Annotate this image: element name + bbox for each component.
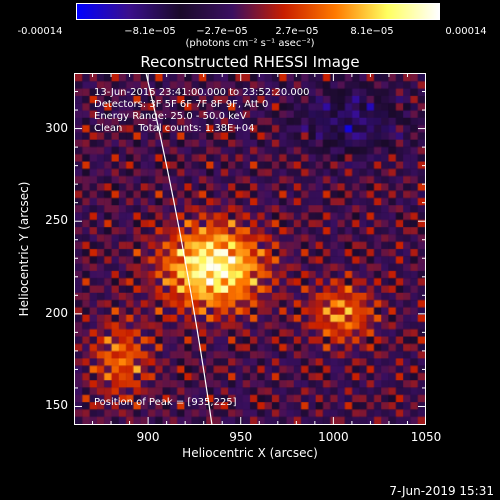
y-tick-label: 200 [45,305,68,320]
y-tick-label: 300 [45,120,68,135]
colorbar-tick-label: -0.00014 [17,26,63,37]
x-tick-label: 1000 [318,430,349,444]
detectors-annotation: Detectors: 3F 5F 6F 7F 8F 9F, Att 0 [94,99,269,110]
y-tick-label: 250 [45,213,68,228]
y-axis-label: Heliocentric Y (arcsec) [17,181,31,317]
colorbar-tick-label: 8.1e−05 [350,26,394,37]
chart-title: Reconstructed RHESSI Image [140,53,360,71]
colorbar-tick-label: −2.7e−05 [196,26,248,37]
x-axis-label: Heliocentric X (arcsec) [182,446,318,460]
x-tick-label: 900 [136,430,160,444]
footer-date: 7-Jun-2019 15:31 [389,484,494,498]
plot-axes [74,73,426,425]
y-tick-label: 150 [45,398,68,413]
energy-annotation: Energy Range: 25.0 - 50.0 keV [94,111,247,122]
peak-annotation: Position of Peak = [935,225] [94,397,237,408]
colorbar-tick-label: 2.7e−05 [275,26,319,37]
colorbar [76,3,440,20]
heatmap-image [74,73,426,425]
colorbar-tick-label: −8.1e−05 [124,26,176,37]
colorbar-units: (photons cm⁻² s⁻¹ asec⁻²) [185,38,315,49]
x-tick-label: 1050 [410,430,442,444]
x-tick-label: 950 [229,430,253,444]
colorbar-tick-label: 0.00014 [445,26,487,37]
time-range-annotation: 13-Jun-2015 23:41:00.000 to 23:52:20.000 [94,87,310,98]
solar-limb-line [145,73,213,425]
clean-annotation: Clean Total counts: 1.38E+04 [94,123,255,134]
